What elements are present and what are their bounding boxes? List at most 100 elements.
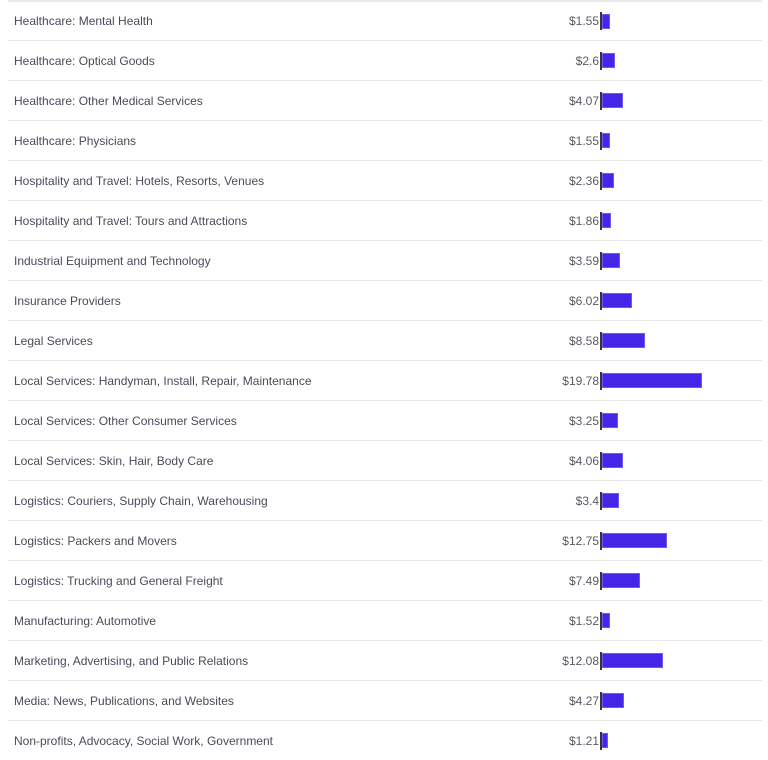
category-label: Local Services: Handyman, Install, Repai…	[14, 373, 312, 388]
table-row: Logistics: Couriers, Supply Chain, Wareh…	[8, 480, 762, 520]
table-row: Insurance Providers $6.02	[8, 280, 762, 320]
bar	[601, 253, 620, 268]
bar-cell	[600, 51, 615, 70]
bar-cell	[600, 491, 619, 510]
category-label: Industrial Equipment and Technology	[14, 253, 211, 268]
bar-cell	[600, 331, 645, 350]
bar	[601, 53, 615, 68]
bar-cell	[600, 91, 623, 110]
bar-axis-line	[600, 251, 602, 270]
bar-axis-line	[600, 371, 602, 390]
bar	[601, 173, 614, 188]
bar-cell	[600, 731, 608, 750]
table-row: Healthcare: Mental Health $1.55	[8, 0, 762, 40]
bar-cell	[600, 171, 614, 190]
category-label: Logistics: Packers and Movers	[14, 533, 177, 548]
table-row: Healthcare: Optical Goods $2.6	[8, 40, 762, 80]
category-label: Manufacturing: Automotive	[14, 613, 157, 628]
bar-cell	[600, 571, 640, 590]
value-label: $7.49	[568, 573, 599, 588]
value-label: $2.36	[568, 173, 599, 188]
category-label: Non-profits, Advocacy, Social Work, Gove…	[14, 733, 273, 748]
bar-cell	[600, 251, 620, 270]
bar-axis-line	[600, 331, 602, 350]
category-label: Hospitality and Travel: Hotels, Resorts,…	[14, 173, 265, 188]
table-row: Marketing, Advertising, and Public Relat…	[8, 640, 762, 680]
value-label: $4.27	[568, 693, 599, 708]
category-label: Logistics: Couriers, Supply Chain, Wareh…	[14, 493, 268, 508]
bar-cell	[600, 291, 632, 310]
bar-cell	[600, 651, 663, 670]
bar-cell	[600, 611, 610, 630]
table-row: Manufacturing: Automotive $1.52	[8, 600, 762, 640]
bar	[601, 13, 610, 29]
table-row: Local Services: Handyman, Install, Repai…	[8, 360, 762, 400]
bar-cell	[600, 451, 623, 470]
bar-axis-line	[600, 291, 602, 310]
value-label: $6.02	[568, 293, 599, 308]
bar	[601, 733, 608, 748]
bar-axis-line	[600, 411, 602, 430]
table-row: Local Services: Other Consumer Services …	[8, 400, 762, 440]
category-label: Healthcare: Optical Goods	[14, 53, 155, 68]
category-label: Legal Services	[14, 333, 93, 348]
category-label: Local Services: Other Consumer Services	[14, 413, 237, 428]
bar	[601, 693, 624, 708]
bar	[601, 413, 618, 428]
bar-axis-line	[600, 451, 602, 470]
bar-axis-line	[600, 651, 602, 670]
bar	[601, 573, 640, 588]
table-row: Logistics: Packers and Movers $12.75	[8, 520, 762, 560]
value-label: $12.75	[562, 533, 599, 548]
bar	[601, 533, 667, 548]
category-label: Healthcare: Physicians	[14, 133, 137, 148]
bar	[601, 653, 663, 668]
bar-axis-line	[600, 491, 602, 510]
value-label: $1.21	[568, 733, 599, 748]
value-label: $4.06	[568, 453, 599, 468]
value-label: $3.25	[568, 413, 599, 428]
value-label: $2.6	[575, 53, 599, 68]
bar-axis-line	[600, 91, 602, 110]
value-label: $8.58	[568, 333, 599, 348]
value-label: $3.4	[575, 493, 599, 508]
table-row: Hospitality and Travel: Tours and Attrac…	[8, 200, 762, 240]
bar-axis-line	[600, 571, 602, 590]
table-row: Non-profits, Advocacy, Social Work, Gove…	[8, 720, 762, 760]
bar	[601, 213, 611, 228]
bar	[601, 293, 632, 308]
bar-axis-line	[600, 12, 602, 30]
bar-cell	[600, 131, 610, 150]
bar-cell	[600, 531, 667, 550]
bar	[601, 133, 610, 148]
bar-axis-line	[600, 211, 602, 230]
value-label: $3.59	[568, 253, 599, 268]
category-label: Healthcare: Mental Health	[14, 14, 153, 28]
bar-axis-line	[600, 731, 602, 750]
table-row: Industrial Equipment and Technology $3.5…	[8, 240, 762, 280]
category-label: Insurance Providers	[14, 293, 121, 308]
value-label: $12.08	[562, 653, 599, 668]
bar	[601, 453, 623, 468]
table-row: Logistics: Trucking and General Freight …	[8, 560, 762, 600]
bar-cell	[600, 211, 611, 230]
bar-axis-line	[600, 611, 602, 630]
table-row: Healthcare: Physicians $1.55	[8, 120, 762, 160]
bar	[601, 93, 623, 108]
table-row: Healthcare: Other Medical Services $4.07	[8, 80, 762, 120]
category-label: Logistics: Trucking and General Freight	[14, 573, 223, 588]
value-label: $1.55	[568, 14, 599, 28]
value-label: $1.52	[568, 613, 599, 628]
bar-axis-line	[600, 171, 602, 190]
bar-axis-line	[600, 51, 602, 70]
bar-axis-line	[600, 531, 602, 550]
category-label: Hospitality and Travel: Tours and Attrac…	[14, 213, 248, 228]
bar-cell	[600, 411, 618, 430]
table-row: Hospitality and Travel: Hotels, Resorts,…	[8, 160, 762, 200]
value-label: $1.55	[568, 133, 599, 148]
table-row: Legal Services $8.58	[8, 320, 762, 360]
bar-axis-line	[600, 131, 602, 150]
category-label: Healthcare: Other Medical Services	[14, 93, 203, 108]
category-label: Media: News, Publications, and Websites	[14, 693, 234, 708]
value-label: $1.86	[568, 213, 599, 228]
